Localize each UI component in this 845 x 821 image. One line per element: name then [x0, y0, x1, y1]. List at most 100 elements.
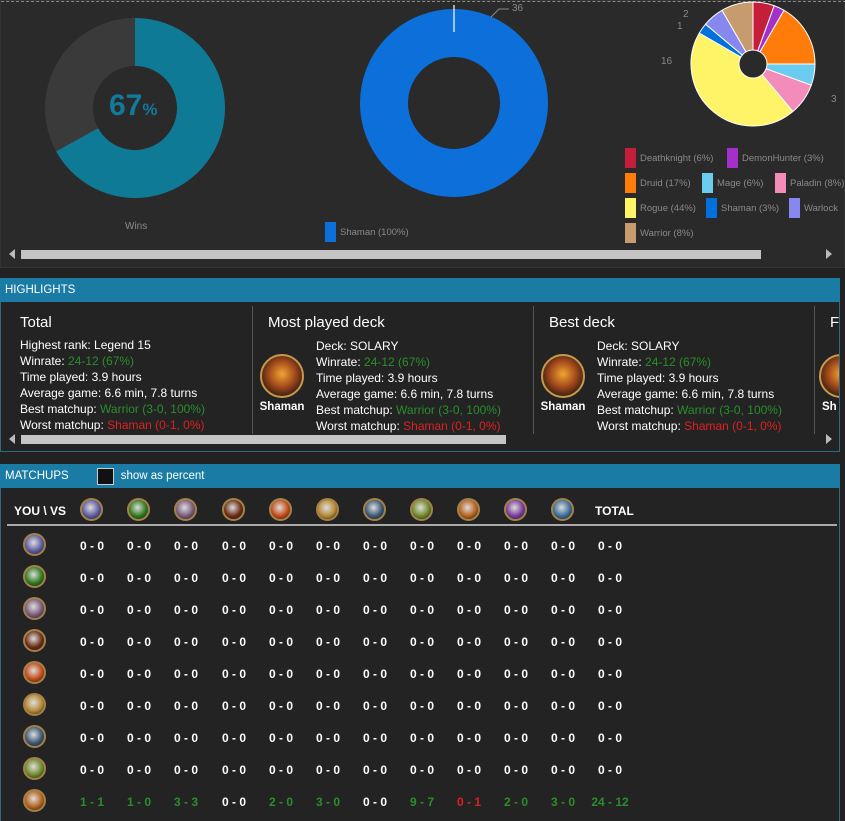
most-played-details: Deck: SOLARY Winrate: 24-12 (67%) Time p…	[316, 338, 526, 451]
matchup-cell: 3 - 0	[315, 795, 340, 809]
matchup-cell: 0 - 0	[79, 603, 104, 617]
class-pie-svg	[690, 1, 816, 127]
matchup-cell: 0 - 0	[456, 731, 481, 745]
shaman-icon	[260, 354, 304, 398]
highlight-total-winrate: Winrate: 24-12 (67%)	[20, 353, 250, 369]
matchup-cell: 9 - 7	[409, 795, 434, 809]
scrollbar-thumb[interactable]	[21, 435, 506, 444]
wins-donut-win-arc	[56, 18, 225, 198]
shaman-icon	[410, 498, 433, 521]
avg-value: 6.6 min, 7.8 turns	[400, 387, 494, 401]
avg-label: Average game:	[20, 386, 105, 400]
show-as-percent-label[interactable]: show as percent	[120, 470, 205, 482]
winrate-label: Winrate:	[316, 355, 365, 369]
legend-shaman: Shaman (3%)	[706, 198, 779, 218]
matchup-total-cell: 0 - 0	[597, 635, 622, 649]
wins-legend-label: Wins	[125, 221, 148, 232]
best-deck-best: Best matchup: Warrior (3-0, 100%)	[597, 402, 807, 418]
most-played-avg: Average game: 6.6 min, 7.8 turns	[316, 386, 526, 402]
legend-swatch	[789, 198, 800, 218]
matchup-cell: 0 - 0	[503, 667, 528, 681]
best-deck-avg: Average game: 6.6 min, 7.8 turns	[597, 386, 807, 402]
avg-value: 6.6 min, 7.8 turns	[681, 387, 775, 401]
rogue-icon	[23, 725, 46, 748]
legend-label: Paladin (8%)	[790, 177, 845, 189]
time-label: Time played:	[316, 371, 388, 385]
cut-column-title: F	[830, 314, 840, 331]
highlight-total-avg: Average game: 6.6 min, 7.8 turns	[20, 385, 250, 401]
hunter-icon	[174, 498, 197, 521]
highlights-panel: Total Highest rank: Legend 15 Winrate: 2…	[0, 302, 840, 452]
matchup-cell: 0 - 0	[550, 603, 575, 617]
matchup-cell: 0 - 0	[550, 571, 575, 585]
deck-legend-item: Shaman (100%)	[325, 222, 409, 242]
matchup-cell: 0 - 0	[79, 667, 104, 681]
worst-label: Worst matchup:	[597, 419, 685, 433]
most-played-class-name: Shaman	[259, 401, 305, 413]
highlights-horizontal-scrollbar[interactable]	[1, 432, 839, 446]
scroll-right-arrow-icon[interactable]	[826, 434, 832, 444]
legend-swatch	[625, 173, 636, 193]
matchup-cell: 0 - 0	[221, 571, 246, 585]
wins-percent-sign: %	[142, 100, 158, 119]
matchups-corner-label: YOU \ VS	[14, 504, 67, 518]
matchup-cell: 0 - 0	[456, 539, 481, 553]
legend-paladin: Paladin (8%)	[775, 173, 844, 193]
matchup-total-cell: 0 - 0	[597, 699, 622, 713]
priest-icon	[23, 693, 46, 716]
matchup-cell: 0 - 0	[126, 667, 151, 681]
scrollbar-thumb[interactable]	[21, 250, 761, 259]
matchup-cell: 0 - 0	[126, 635, 151, 649]
matchup-cell: 0 - 0	[173, 603, 198, 617]
scroll-left-arrow-icon[interactable]	[9, 249, 15, 259]
most-played-worst: Worst matchup: Shaman (0-1, 0%)	[316, 418, 526, 434]
highlight-total-title: Total	[20, 314, 52, 331]
druid-icon	[127, 498, 150, 521]
matchup-cell: 0 - 0	[268, 539, 293, 553]
matchup-cell: 3 - 0	[550, 795, 575, 809]
deck-donut-svg	[360, 5, 548, 197]
deck-value: SOLARY	[350, 339, 399, 353]
matchup-cell: 1 - 1	[79, 795, 104, 809]
avg-label: Average game:	[597, 387, 682, 401]
matchup-cell: 2 - 0	[503, 795, 528, 809]
matchup-cell: 0 - 0	[173, 635, 198, 649]
legend-deathknight: Deathknight (6%)	[625, 148, 713, 168]
matchup-cell: 0 - 0	[503, 731, 528, 745]
best-deck-time: Time played: 3.9 hours	[597, 370, 807, 386]
pie-label-1: 2	[683, 9, 689, 20]
shaman-icon	[819, 354, 839, 398]
legend-swatch	[727, 148, 738, 168]
charts-panel: 67% Wins 36 Shaman (100%) 2 1 16 3 Death…	[0, 0, 845, 268]
matchup-cell: 0 - 0	[221, 763, 246, 777]
matchup-cell: 0 - 0	[362, 603, 387, 617]
winrate-label: Winrate:	[597, 355, 646, 369]
time-value: 3.9 hours	[668, 371, 719, 385]
legend-label: Deathknight (6%)	[640, 152, 714, 164]
matchup-cell: 0 - 0	[221, 699, 246, 713]
best-deck-class-name: Shaman	[540, 401, 586, 413]
worst-value: Shaman (0-1, 0%)	[107, 418, 205, 432]
scroll-left-arrow-icon[interactable]	[9, 434, 15, 444]
paladin-icon	[23, 661, 46, 684]
winrate-value: 24-12 (67%)	[364, 355, 431, 369]
matchup-cell: 3 - 3	[173, 795, 198, 809]
matchup-cell: 0 - 0	[456, 571, 481, 585]
pie-label-3: 16	[661, 56, 673, 67]
scroll-right-arrow-icon[interactable]	[826, 249, 832, 259]
matchup-cell: 0 - 0	[173, 699, 198, 713]
matchup-cell: 0 - 0	[315, 571, 340, 585]
charts-horizontal-scrollbar[interactable]	[1, 247, 841, 261]
matchup-cell: 0 - 0	[221, 667, 246, 681]
show-as-percent-checkbox[interactable]	[96, 467, 114, 485]
legend-swatch	[625, 223, 636, 243]
legend-mage: Mage (6%)	[702, 173, 763, 193]
matchup-cell: 0 - 0	[126, 763, 151, 777]
matchups-header-label: MATCHUPS	[5, 470, 69, 482]
druid-icon	[23, 565, 46, 588]
matchup-cell: 0 - 0	[362, 539, 387, 553]
matchup-cell: 0 - 0	[409, 699, 434, 713]
deck-label: Deck:	[316, 339, 351, 353]
time-label: Time played:	[597, 371, 669, 385]
matchup-cell: 0 - 0	[173, 731, 198, 745]
